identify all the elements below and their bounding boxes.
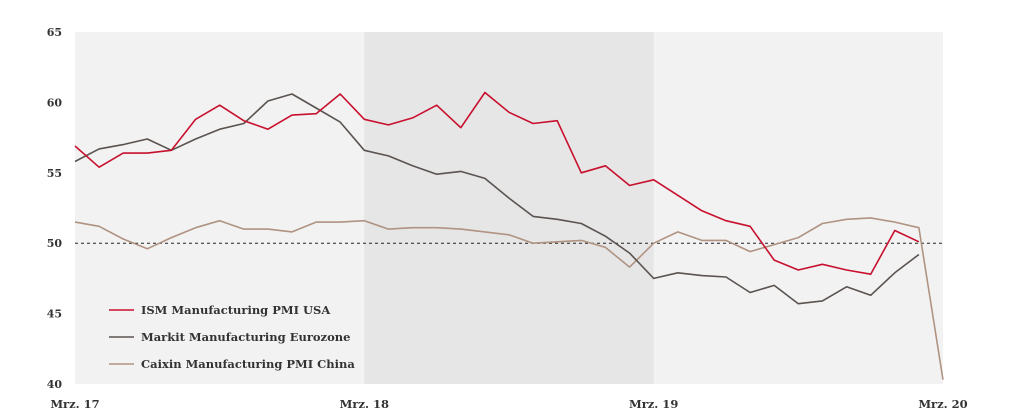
shaded-period-band (364, 32, 654, 384)
y-tick-label: 50 (47, 237, 63, 250)
legend-item-markit: Markit Manufacturing Eurozone (109, 330, 350, 344)
x-tick-label: Mrz. 17 (50, 397, 99, 411)
series-line-1 (74, 93, 920, 305)
legend-label-caixin: Caixin Manufacturing PMI China (141, 357, 355, 371)
series-line-0 (74, 91, 920, 276)
series-line-2 (74, 217, 944, 380)
y-tick-label: 45 (47, 308, 62, 321)
y-tick-label: 55 (47, 167, 62, 180)
y-axis-ticks: 40 45 50 55 60 65 (47, 26, 63, 391)
legend-label-markit: Markit Manufacturing Eurozone (141, 330, 350, 344)
legend: ISM Manufacturing PMI USA Markit Manufac… (109, 303, 355, 371)
x-tick-label: Mrz. 18 (340, 397, 389, 411)
x-tick-label: Mrz. 20 (918, 397, 967, 411)
series-lines (74, 91, 944, 380)
y-tick-label: 60 (47, 96, 63, 109)
y-tick-label: 65 (47, 26, 62, 39)
x-axis-ticks: Mrz. 17 Mrz. 18 Mrz. 19 Mrz. 20 (50, 397, 967, 411)
legend-label-ism: ISM Manufacturing PMI USA (141, 303, 331, 317)
x-tick-label: Mrz. 19 (629, 397, 678, 411)
legend-item-caixin: Caixin Manufacturing PMI China (109, 357, 355, 371)
y-tick-label: 40 (47, 378, 63, 391)
legend-item-ism: ISM Manufacturing PMI USA (109, 303, 331, 317)
